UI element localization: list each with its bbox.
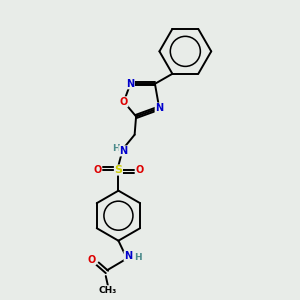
Text: S: S bbox=[114, 165, 122, 175]
Text: N: N bbox=[119, 146, 127, 156]
Text: O: O bbox=[93, 165, 101, 175]
Text: O: O bbox=[120, 97, 128, 107]
Text: H: H bbox=[112, 144, 120, 153]
Text: H: H bbox=[134, 253, 142, 262]
Text: N: N bbox=[124, 251, 132, 261]
Text: CH₃: CH₃ bbox=[99, 286, 117, 295]
Text: O: O bbox=[136, 165, 144, 175]
Text: O: O bbox=[88, 255, 96, 265]
Text: N: N bbox=[155, 103, 163, 113]
Text: N: N bbox=[126, 79, 134, 89]
